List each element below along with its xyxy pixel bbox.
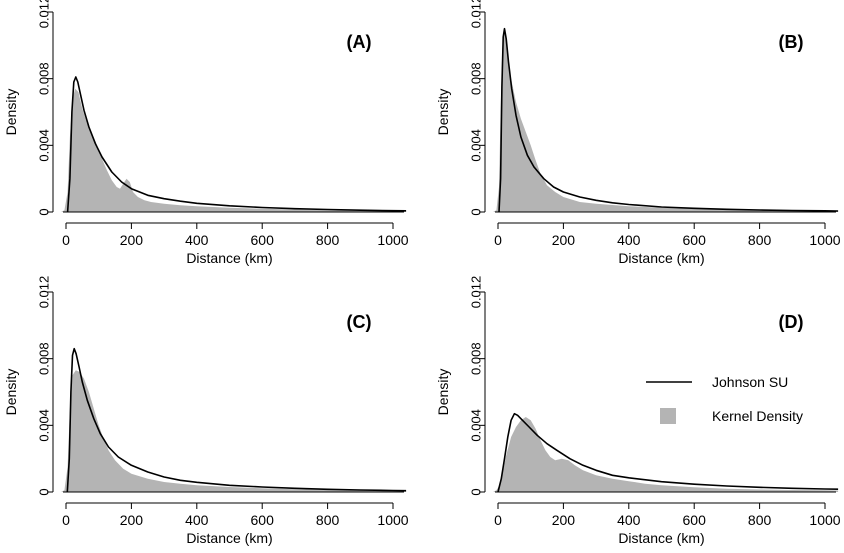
kernel-density-area <box>493 417 839 492</box>
x-axis-label: Distance (km) <box>618 250 704 266</box>
panel-label: (A) <box>347 32 372 52</box>
x-tick-label: 600 <box>251 512 275 528</box>
y-tick-label: 0.004 <box>37 129 52 162</box>
x-tick-label: 0 <box>494 512 502 528</box>
y-tick-label: 0 <box>469 208 484 215</box>
y-tick-label: 0.004 <box>469 129 484 162</box>
legend-label: Johnson SU <box>712 374 788 390</box>
kernel-density-area <box>61 88 407 212</box>
chart-panel-a: 0 0.004 0.008 0.012 Density 0 200 400 600 800 1000… <box>3 0 409 266</box>
x-tick-label: 400 <box>617 232 641 248</box>
panel-label: (D) <box>779 312 804 332</box>
x-tick-label: 1000 <box>809 232 840 248</box>
y-tick-label: 0.012 <box>37 276 52 309</box>
x-axis: 0 200 400 600 800 1000 Distance (km) <box>62 222 409 266</box>
x-tick-label: 0 <box>494 232 502 248</box>
x-tick-label: 1000 <box>377 512 408 528</box>
x-tick-label: 800 <box>316 232 340 248</box>
y-axis: 0 0.004 0.008 0.012 Density <box>435 276 486 496</box>
y-tick-label: 0 <box>37 488 52 495</box>
y-axis: 0 0.004 0.008 0.012 Density <box>435 0 486 216</box>
chart-panel-c: 0 0.004 0.008 0.012 Density 0 200 400 600 800 1000… <box>3 276 409 546</box>
y-axis: 0 0.004 0.008 0.012 Density <box>3 276 54 496</box>
chart-panel-b: 0 0.004 0.008 0.012 Density 0 200 400 600 800 1000… <box>435 0 841 266</box>
x-tick-label: 600 <box>683 512 707 528</box>
y-axis-label: Density <box>3 369 19 416</box>
x-tick-label: 800 <box>316 512 340 528</box>
x-tick-label: 1000 <box>809 512 840 528</box>
y-tick-label: 0.012 <box>469 0 484 28</box>
panel-label: (C) <box>347 312 372 332</box>
y-axis: 0 0.004 0.008 0.012 Density <box>3 0 54 216</box>
y-tick-label: 0.008 <box>469 342 484 375</box>
x-tick-label: 800 <box>748 512 772 528</box>
kernel-density-area <box>61 370 407 492</box>
legend: Johnson SU Kernel Density <box>646 374 803 424</box>
y-tick-label: 0.004 <box>37 409 52 442</box>
johnson-su-line <box>66 76 407 213</box>
x-axis-label: Distance (km) <box>186 250 272 266</box>
panel-label: (B) <box>779 32 804 52</box>
y-tick-label: 0.008 <box>37 62 52 95</box>
kernel-density-area <box>493 28 839 213</box>
y-axis-label: Density <box>435 89 451 136</box>
y-tick-label: 0.004 <box>469 409 484 442</box>
y-tick-label: 0 <box>469 488 484 495</box>
x-tick-label: 200 <box>552 232 576 248</box>
x-tick-label: 1000 <box>377 232 408 248</box>
x-axis-label: Distance (km) <box>186 530 272 546</box>
x-tick-label: 200 <box>120 232 144 248</box>
x-tick-label: 200 <box>120 512 144 528</box>
johnson-su-line <box>497 412 839 493</box>
legend-label: Kernel Density <box>712 408 803 424</box>
johnson-su-line <box>66 347 407 493</box>
x-tick-label: 600 <box>251 232 275 248</box>
y-axis-label: Density <box>3 89 19 136</box>
y-axis-label: Density <box>435 369 451 416</box>
x-axis: 0 200 400 600 800 1000 Distance (km) <box>494 222 841 266</box>
x-axis-label: Distance (km) <box>618 530 704 546</box>
x-tick-label: 200 <box>552 512 576 528</box>
x-tick-label: 600 <box>683 232 707 248</box>
y-tick-label: 0.008 <box>37 342 52 375</box>
x-tick-label: 400 <box>185 232 209 248</box>
x-tick-label: 400 <box>617 512 641 528</box>
x-tick-label: 800 <box>748 232 772 248</box>
y-tick-label: 0.008 <box>469 62 484 95</box>
x-tick-label: 0 <box>62 232 70 248</box>
x-axis: 0 200 400 600 800 1000 Distance (km) <box>494 502 841 546</box>
y-tick-label: 0.012 <box>469 276 484 309</box>
y-tick-label: 0.012 <box>37 0 52 28</box>
x-axis: 0 200 400 600 800 1000 Distance (km) <box>62 502 409 546</box>
chart-panel-d: 0 0.004 0.008 0.012 Density 0 200 400 600 800 1000… <box>435 276 841 546</box>
legend-box-symbol <box>660 408 676 424</box>
x-tick-label: 400 <box>185 512 209 528</box>
y-tick-label: 0 <box>37 208 52 215</box>
x-tick-label: 0 <box>62 512 70 528</box>
johnson-su-line <box>498 27 839 213</box>
